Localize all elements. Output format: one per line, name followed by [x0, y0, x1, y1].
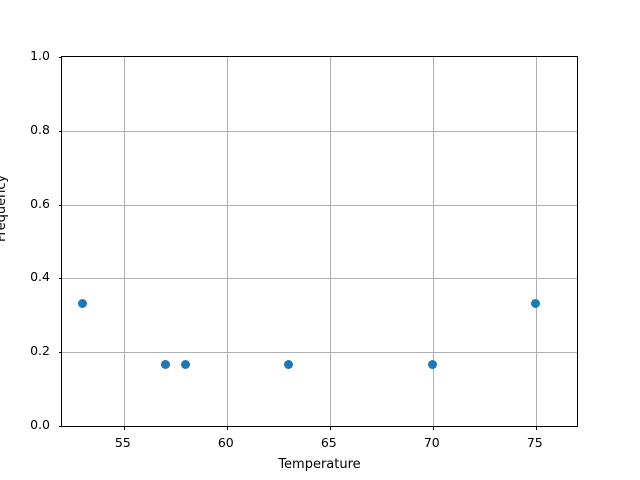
x-tick-label: 75: [526, 435, 543, 450]
x-tick-mark: [226, 426, 228, 430]
plot-axes: [58, 56, 578, 430]
x-tick-mark: [432, 426, 434, 430]
scatter-point: [160, 359, 170, 369]
x-tick-mark: [535, 426, 537, 430]
y-axis-label: Frequency: [0, 174, 9, 242]
y-tick-mark: [58, 352, 62, 354]
gridline-horizontal: [62, 278, 577, 280]
y-tick-label: 0.4: [30, 269, 50, 285]
y-tick-label: 0.2: [30, 342, 50, 358]
x-axis-label: Temperature: [0, 457, 640, 472]
x-tick-label: 65: [320, 435, 337, 450]
scatter-point: [78, 298, 88, 308]
y-tick-mark: [58, 278, 62, 280]
y-tick-mark: [58, 57, 62, 58]
gridline-horizontal: [62, 204, 577, 206]
gridline-horizontal: [62, 130, 577, 132]
x-axis-label-text: Temperature: [278, 457, 361, 472]
y-tick-mark: [58, 204, 62, 206]
gridline-vertical: [535, 57, 537, 426]
y-tick-label: 1.0: [30, 47, 50, 63]
scatter-point: [181, 359, 191, 369]
scatter-point: [428, 359, 438, 369]
y-tick-label: 0.0: [30, 416, 50, 432]
x-tick-label: 70: [423, 435, 440, 450]
gridline-vertical: [432, 57, 434, 426]
gridline-vertical: [123, 57, 125, 426]
y-tick-mark: [58, 426, 62, 427]
gridline-vertical: [329, 57, 331, 426]
y-tick-mark: [58, 130, 62, 132]
x-tick-mark: [123, 426, 125, 430]
x-tick-mark: [329, 426, 331, 430]
y-tick-label: 0.6: [30, 195, 50, 211]
y-tick-label: 0.8: [30, 121, 50, 137]
gridline-horizontal: [62, 352, 577, 354]
plot-area: [58, 57, 577, 430]
scatter-point: [531, 298, 541, 308]
scatter-point: [284, 359, 294, 369]
gridline-vertical: [226, 57, 228, 426]
x-tick-label: 55: [114, 435, 131, 450]
x-tick-label: 60: [217, 435, 234, 450]
